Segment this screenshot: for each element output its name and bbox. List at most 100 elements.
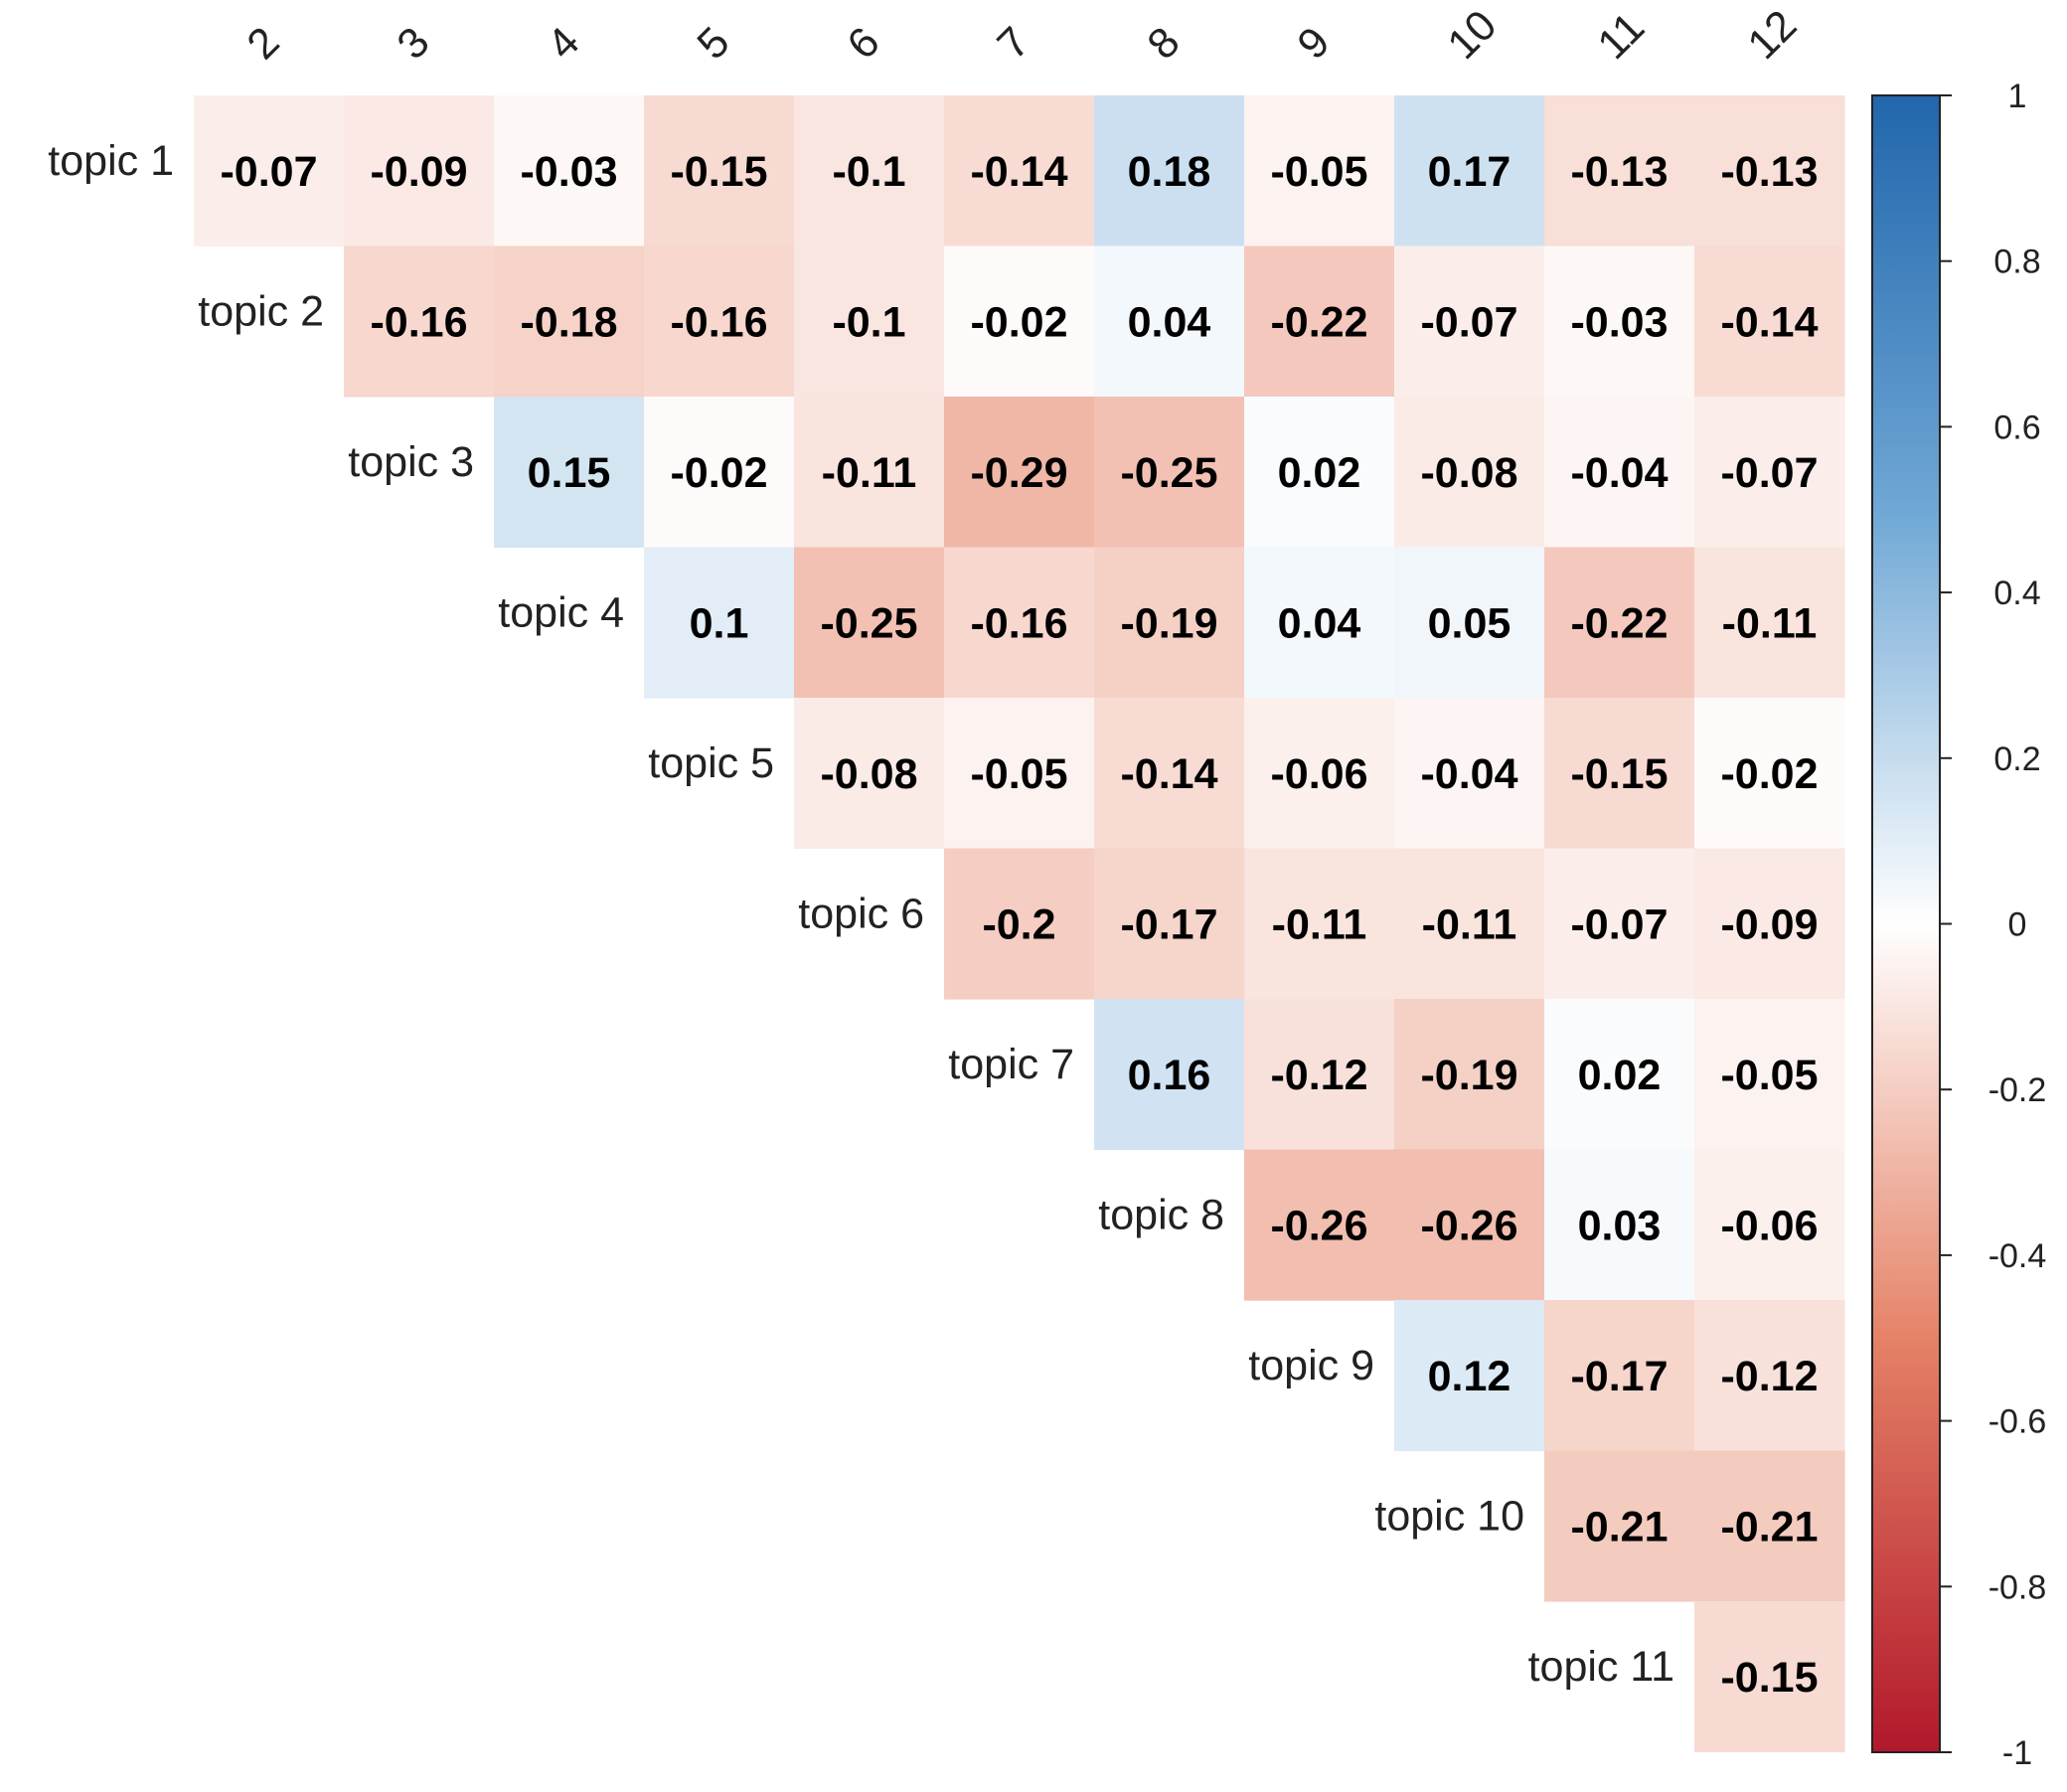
heatmap-cell: [1094, 999, 1245, 1151]
colorbar-tick-label: 0: [2008, 906, 2027, 944]
heatmap-cell: [1394, 1300, 1545, 1452]
cell-value-label: -0.25: [820, 599, 917, 647]
heatmap-cell: [1244, 397, 1395, 549]
column-labels: 2 3 4 5 6 7 8 9 10 11 12: [238, 1, 1807, 69]
heatmap-cell: [1394, 397, 1545, 549]
colorbar-tick-label: 0.8: [1993, 244, 2040, 281]
row-label: topic 3: [348, 438, 474, 486]
heatmap-cell: [1544, 698, 1695, 850]
cell-value-label: -0.13: [1720, 148, 1818, 196]
cell-value-label: -0.2: [982, 900, 1055, 948]
cell-value-label: -0.06: [1270, 750, 1367, 798]
colorbar-tick-label: 1: [2008, 78, 2027, 115]
heatmap-cell: [944, 698, 1095, 850]
colorbar-tick-label: -0.2: [1988, 1071, 2047, 1109]
heatmap-cell: [1094, 698, 1245, 850]
heatmap-cell: [494, 95, 645, 247]
colorbar: 1 0.8 0.6 0.4 0.2 0 -0.2 -0.4 -0.6 -0.8 -1: [1871, 78, 2047, 1772]
heatmap-cell: [794, 547, 945, 699]
heatmap-cell: [1694, 245, 1845, 398]
heatmap-cell: [1394, 848, 1545, 1000]
cell-value-label: -0.11: [1272, 900, 1367, 948]
heatmap-cell: [1244, 999, 1395, 1151]
heatmap-cell: [1394, 245, 1545, 398]
cell-value-label: -0.03: [1570, 298, 1668, 346]
cell-value-label: 0.05: [1428, 599, 1511, 647]
row-label: topic 7: [948, 1041, 1074, 1088]
cell-value-label: -0.15: [1720, 1654, 1818, 1702]
cell-value-label: -0.08: [1420, 449, 1517, 497]
colorbar-tick-label: 0.2: [1993, 740, 2040, 778]
cell-value-label: -0.02: [1720, 750, 1818, 798]
cell-value-label: -0.05: [970, 750, 1067, 798]
cell-value-label: -0.16: [370, 298, 467, 346]
cell-value-label: -0.22: [1570, 599, 1668, 647]
heatmap-cell: [1544, 848, 1695, 1000]
heatmap-cell: [944, 95, 1095, 247]
cell-value-label: -0.07: [1570, 900, 1668, 948]
heatmap-cell: [1394, 999, 1545, 1151]
cell-value-label: -0.02: [970, 298, 1067, 346]
heatmap-cell: [1094, 547, 1245, 699]
cell-value-label: -0.07: [220, 148, 317, 196]
cell-value-label: -0.11: [822, 449, 917, 497]
colorbar-tick-label: -0.4: [1988, 1237, 2047, 1275]
heatmap-cell: [944, 245, 1095, 398]
column-label: 7: [989, 18, 1039, 69]
heatmap-cell: [944, 397, 1095, 549]
cell-value-label: -0.08: [820, 750, 917, 798]
heatmap-cell: [1694, 1450, 1845, 1602]
cells-layer: -0.07 -0.09 -0.03 -0.15 -0.1 -0.14 0.18 -0.05 0.…: [194, 95, 1845, 1753]
heatmap-cell: [344, 245, 495, 398]
cell-value-label: 0.12: [1428, 1353, 1511, 1400]
cell-value-label: -0.25: [1120, 449, 1217, 497]
cell-value-label: -0.07: [1720, 449, 1818, 497]
heatmap-cell: [1694, 95, 1845, 247]
cell-value-label: -0.19: [1120, 599, 1217, 647]
row-label: topic 10: [1374, 1492, 1524, 1540]
row-label: topic 6: [798, 890, 924, 937]
heatmap-cell: [494, 397, 645, 549]
cell-value-label: -0.21: [1570, 1503, 1668, 1550]
column-label: 3: [389, 18, 439, 69]
colorbar-tick-label: 0.4: [1993, 574, 2040, 612]
cell-value-label: -0.17: [1570, 1353, 1668, 1400]
column-label: 11: [1589, 4, 1655, 70]
column-label: 2: [238, 18, 289, 69]
heatmap-cell: [1694, 848, 1845, 1000]
column-label: 6: [839, 18, 889, 69]
heatmap-cell: [1544, 245, 1695, 398]
cell-value-label: -0.22: [1270, 298, 1367, 346]
heatmap-cell: [1094, 397, 1245, 549]
cell-value-label: 0.04: [1278, 599, 1361, 647]
column-label: 4: [539, 18, 589, 69]
heatmap-cell: [1694, 1300, 1845, 1452]
cell-value-label: -0.11: [1422, 900, 1517, 948]
cell-value-label: -0.04: [1420, 750, 1517, 798]
column-label: 8: [1139, 18, 1190, 69]
heatmap-cell: [1694, 698, 1845, 850]
heatmap-cell: [344, 95, 495, 247]
cell-value-label: -0.11: [1722, 599, 1818, 647]
cell-value-label: -0.26: [1270, 1202, 1367, 1249]
heatmap-cell: [644, 397, 795, 549]
heatmap-cell: [1094, 245, 1245, 398]
cell-value-label: -0.14: [1120, 750, 1217, 798]
heatmap-cell: [1544, 1149, 1695, 1301]
heatmap-cell: [1394, 95, 1545, 247]
colorbar-tick-label: 0.6: [1993, 408, 2040, 446]
cell-value-label: -0.06: [1720, 1202, 1818, 1249]
row-label: topic 11: [1528, 1643, 1674, 1691]
heatmap-cell: [1544, 1450, 1695, 1602]
heatmap-cell: [1694, 397, 1845, 549]
column-label: 12: [1739, 1, 1807, 69]
heatmap-cell: [1544, 95, 1695, 247]
heatmap-cell: [1694, 1601, 1845, 1753]
cell-value-label: -0.16: [970, 599, 1067, 647]
row-label: topic 8: [1098, 1191, 1224, 1238]
column-label: 5: [689, 18, 739, 69]
colorbar-gradient: [1871, 94, 1941, 1753]
column-label: 9: [1289, 18, 1340, 69]
row-label: topic 2: [198, 287, 324, 335]
